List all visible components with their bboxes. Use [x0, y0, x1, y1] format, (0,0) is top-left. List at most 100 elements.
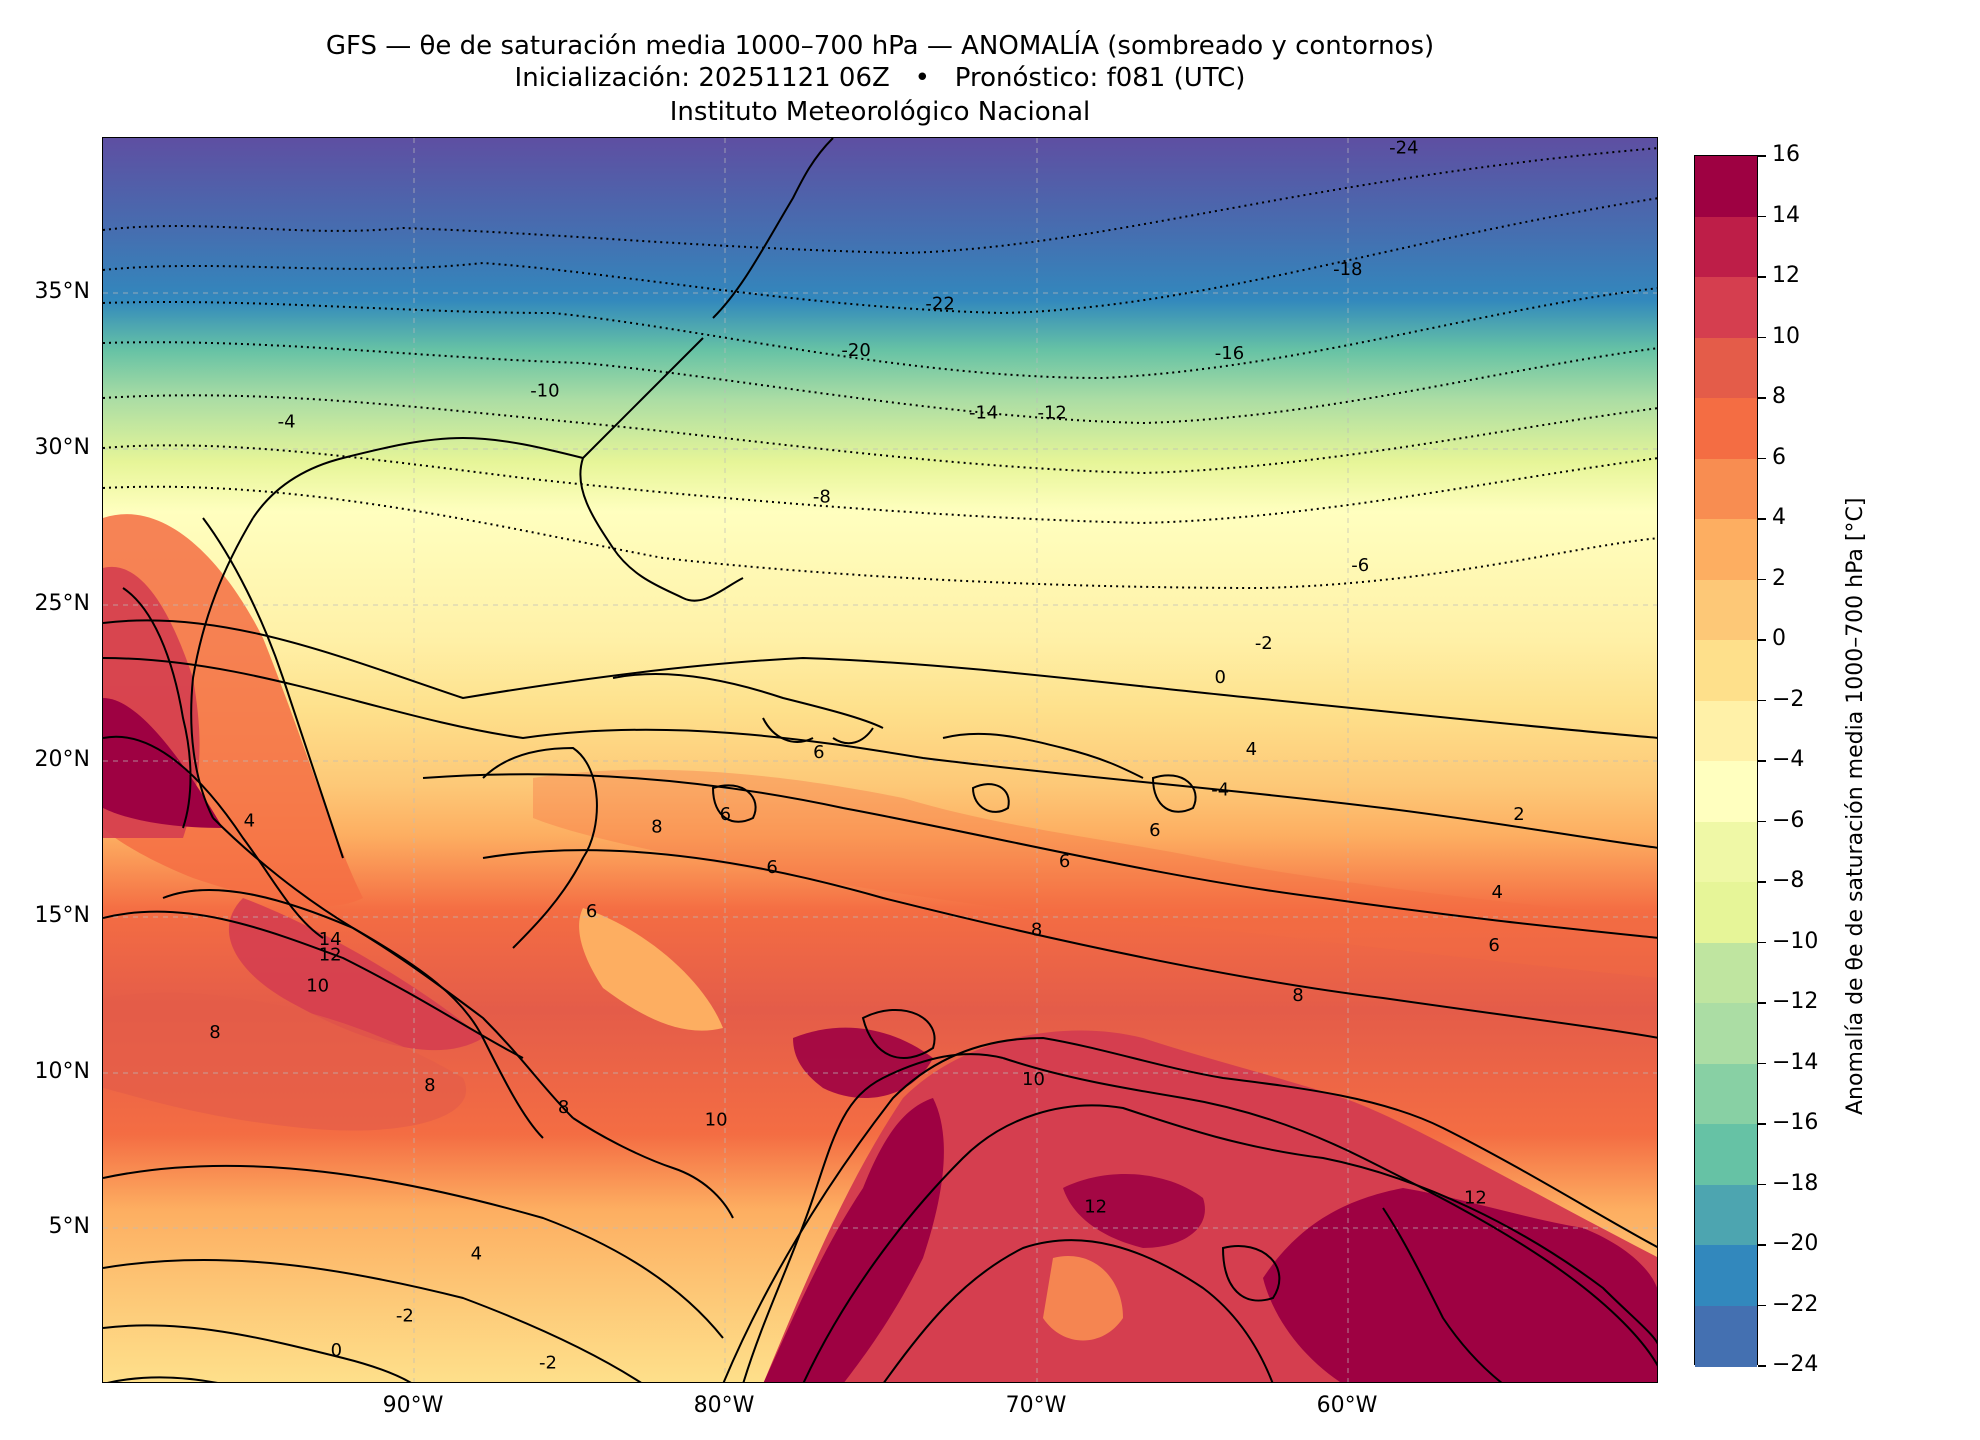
contour-label: -16	[1215, 343, 1244, 364]
colorbar-tick-label: 10	[1772, 323, 1800, 349]
coastlines	[190, 138, 1657, 1382]
colorbar-segment	[1695, 1124, 1757, 1185]
lon-label-80w: 80°W	[693, 1393, 755, 1418]
lat-label-5n: 5°N	[48, 1214, 90, 1239]
map-panel: -24 -22 -20 -18 -16 -14 -12 -10 -8 -6 -4 -2 0 2 4 6 6 6 6 6…	[102, 137, 1658, 1383]
colorbar-segment	[1695, 216, 1757, 278]
colorbar-segment	[1695, 942, 1757, 1004]
contour-label: 4	[471, 1243, 482, 1264]
contour-label: -12	[1037, 402, 1066, 423]
contour-label: 10	[705, 1110, 728, 1131]
colorbar-segment	[1695, 579, 1757, 641]
colorbar-segment	[1695, 1184, 1757, 1246]
lon-label-90w: 90°W	[382, 1393, 444, 1418]
colorbar-segment	[1695, 882, 1757, 943]
contour-label: -20	[841, 340, 870, 361]
colorbar-tick-mark	[1758, 215, 1766, 217]
contour-label: 8	[558, 1097, 569, 1118]
contour-label: 0	[331, 1340, 342, 1361]
lat-label-25n: 25°N	[34, 591, 90, 616]
contour-label: -2	[1255, 633, 1273, 654]
contour-label: -2	[539, 1352, 557, 1373]
colorbar-segment	[1695, 1003, 1757, 1064]
colorbar-segment	[1695, 398, 1757, 459]
contour-label: 10	[306, 976, 329, 997]
lon-label-70w: 70°W	[1005, 1393, 1067, 1418]
lat-label-20n: 20°N	[34, 747, 90, 772]
contour-label: 6	[1149, 820, 1160, 841]
colorbar-label: Anomalía de θe de saturación media 1000–…	[1843, 497, 1868, 1115]
contour-label: 4	[244, 810, 255, 831]
colorbar-tick-mark	[1758, 760, 1766, 762]
title-line-3: Instituto Meteorológico Nacional	[669, 97, 1091, 127]
contour-label: 4	[1491, 882, 1502, 903]
contour-label: -4	[1211, 779, 1229, 800]
contour-label: -8	[813, 487, 831, 508]
colorbar-tick-mark	[1758, 276, 1766, 278]
colorbar-tick-label: −16	[1772, 1110, 1819, 1135]
colorbar-segment	[1695, 761, 1757, 822]
contour-label: 0	[1214, 667, 1225, 688]
lat-label-15n: 15°N	[34, 903, 90, 928]
contour-label: 8	[424, 1075, 435, 1096]
colorbar-tick-mark	[1758, 941, 1766, 943]
colorbar-tick-mark	[1758, 1304, 1766, 1306]
colorbar-segment	[1695, 337, 1757, 399]
colorbar-tick-mark	[1758, 699, 1766, 701]
colorbar-tick-label: −18	[1772, 1170, 1819, 1196]
colorbar-tick-label: −4	[1772, 747, 1805, 772]
contour-label: -6	[1351, 555, 1369, 576]
colorbar-tick-mark	[1758, 1365, 1766, 1367]
positive-contours	[103, 517, 1657, 1382]
colorbar-tick-mark	[1758, 578, 1766, 580]
colorbar-tick-label: −8	[1772, 868, 1805, 893]
colorbar-tick-mark	[1758, 1123, 1766, 1125]
colorbar-tick-mark	[1758, 155, 1766, 157]
colorbar-tick-label: 8	[1772, 384, 1786, 409]
colorbar-tick-mark	[1758, 820, 1766, 822]
contour-label: 8	[1292, 985, 1303, 1006]
graticule	[103, 138, 1657, 1382]
colorbar-segment	[1695, 1245, 1757, 1306]
negative-contours	[103, 147, 1657, 590]
colorbar-tick-label: 16	[1772, 142, 1800, 167]
contour-label: 12	[1464, 1187, 1487, 1208]
contour-label: -18	[1333, 259, 1362, 280]
colorbar-tick-mark	[1758, 1183, 1766, 1185]
colorbar-tick-mark	[1758, 397, 1766, 399]
colorbar-tick-mark	[1758, 639, 1766, 641]
colorbar-segment	[1695, 640, 1757, 701]
contour-label: -10	[530, 381, 559, 402]
colorbar-segment	[1695, 519, 1757, 580]
colorbar-tick-mark	[1758, 1244, 1766, 1246]
lat-label-30n: 30°N	[34, 435, 90, 460]
title-line-1: GFS — θe de saturación media 1000–700 hP…	[325, 31, 1435, 61]
contour-label: 6	[1059, 851, 1070, 872]
contour-label: 8	[651, 817, 662, 838]
colorbar-tick-label: 2	[1772, 565, 1786, 591]
lon-label-60w: 60°W	[1316, 1393, 1378, 1418]
colorbar-tick-label: 12	[1772, 263, 1800, 288]
colorbar-segment	[1695, 156, 1757, 217]
colorbar-tick-label: 0	[1772, 626, 1786, 651]
colorbar-tick-mark	[1758, 336, 1766, 338]
colorbar-tick-label: −6	[1772, 807, 1805, 833]
contour-label: 10	[1022, 1069, 1045, 1090]
colorbar	[1694, 155, 1758, 1367]
contour-label: 14	[319, 929, 342, 950]
contour-label: 12	[319, 944, 342, 965]
contour-label: 12	[1084, 1197, 1107, 1218]
contour-label: 8	[209, 1022, 220, 1043]
colorbar-tick-mark	[1758, 881, 1766, 883]
colorbar-tick-label: −2	[1772, 686, 1805, 712]
colorbar-tick-mark	[1758, 1002, 1766, 1004]
contour-label: -14	[969, 402, 998, 423]
colorbar-tick-label: 6	[1772, 444, 1786, 470]
colorbar-segment	[1695, 458, 1757, 520]
colorbar-tick-label: −24	[1772, 1352, 1819, 1377]
contour-label: 6	[766, 857, 777, 878]
colorbar-segment	[1695, 1063, 1757, 1125]
contour-label: 2	[1513, 804, 1524, 825]
colorbar-tick-label: −20	[1772, 1231, 1819, 1256]
